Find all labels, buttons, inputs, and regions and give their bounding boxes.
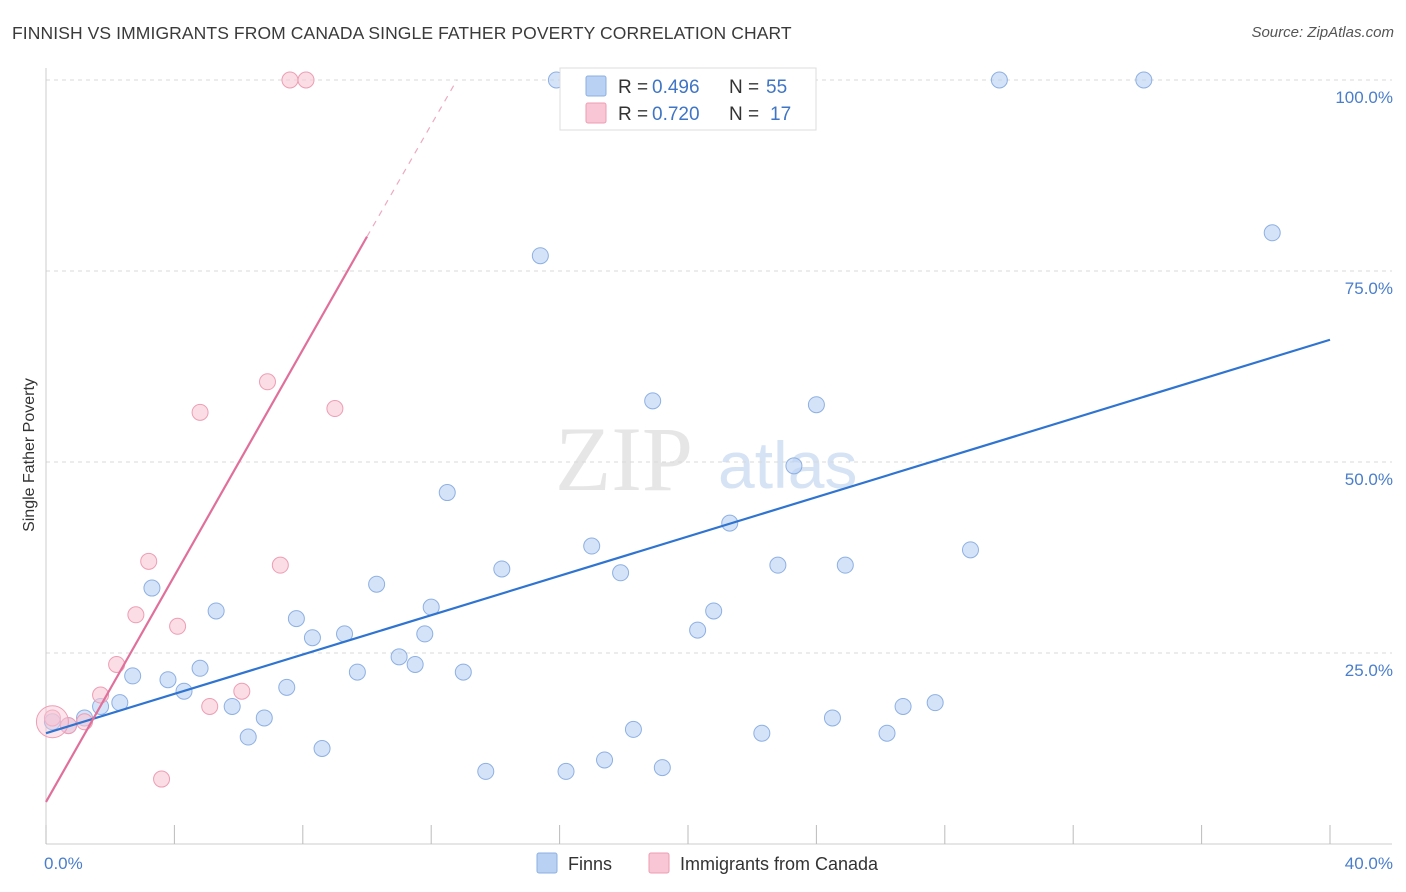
point-finns-45 [807, 396, 825, 414]
point-finns-5 [124, 667, 142, 685]
legend-n-label-finns: N = [729, 77, 759, 98]
point-finns-12 [239, 728, 257, 746]
point-canada-14 [281, 71, 299, 89]
chart-title: FINNISH VS IMMIGRANTS FROM CANADA SINGLE… [12, 23, 792, 43]
point-finns-34 [612, 564, 630, 582]
gridlines [46, 79, 1392, 654]
point-canada-16 [326, 400, 344, 418]
point-finns-51 [961, 541, 979, 559]
x-tick-label-min: 0.0% [44, 854, 83, 873]
point-finns-22 [406, 655, 424, 673]
point-finns-10 [207, 602, 225, 620]
point-finns-36 [644, 392, 662, 410]
legend-n-value-finns: 55 [766, 77, 787, 98]
point-finns-19 [348, 663, 366, 681]
point-finns-43 [769, 556, 787, 574]
point-canada-11 [233, 682, 251, 700]
y-tick-label-25: 25.0% [1345, 661, 1393, 680]
point-canada-15 [297, 71, 315, 89]
point-finns-6 [143, 579, 161, 597]
point-canada-8 [169, 617, 187, 635]
point-finns-33 [596, 751, 614, 769]
legend-r-label-finns: R = [618, 77, 648, 98]
x-tick-label-max: 40.0% [1345, 854, 1393, 873]
point-finns-32 [583, 537, 601, 555]
point-finns-27 [477, 762, 495, 780]
trend-line-canada [45, 236, 368, 803]
legend-swatch-canada [585, 102, 607, 124]
point-finns-48 [878, 724, 896, 742]
point-finns-14 [278, 678, 296, 696]
series-legend: Finns Immigrants from Canada [536, 852, 879, 874]
point-canada-4 [108, 655, 126, 673]
point-finns-25 [438, 484, 456, 502]
point-canada-5 [127, 606, 145, 624]
correlation-legend: R = 0.496 N = 55 R = 0.720 N = 17 [559, 67, 817, 131]
point-finns-13 [255, 709, 273, 727]
point-canada-9 [191, 403, 209, 421]
point-finns-29 [531, 247, 549, 265]
y-axis-label: Single Father Poverty [21, 378, 38, 532]
point-finns-26 [454, 663, 472, 681]
trend-lines [45, 79, 1331, 803]
point-finns-38 [689, 621, 707, 639]
legend-r-label-canada: R = [618, 104, 648, 125]
point-finns-35 [624, 720, 642, 738]
point-finns-54 [1263, 224, 1281, 242]
legend-r-value-canada: 0.720 [652, 104, 700, 125]
point-finns-31 [557, 762, 575, 780]
point-finns-17 [313, 740, 331, 757]
point-finns-11 [223, 697, 241, 715]
legend-r-value-finns: 0.496 [652, 77, 700, 98]
y-tick-label-50: 50.0% [1345, 470, 1393, 489]
bottom-legend-swatch-finns [536, 852, 558, 874]
trend-line-finns [45, 338, 1331, 735]
watermark-zip: ZIP [555, 408, 693, 510]
point-finns-9 [191, 659, 209, 677]
point-finns-49 [894, 697, 912, 715]
point-finns-53 [1135, 71, 1153, 89]
point-finns-23 [416, 625, 434, 643]
bottom-legend-label-canada: Immigrants from Canada [680, 854, 879, 874]
point-canada-7 [153, 770, 171, 788]
point-finns-44 [785, 457, 803, 475]
point-canada-6 [140, 552, 158, 570]
point-finns-21 [390, 648, 408, 666]
point-finns-7 [159, 671, 177, 689]
trend-line-canada-extension [366, 79, 458, 237]
y-tick-label-75: 75.0% [1345, 279, 1393, 298]
point-finns-42 [753, 724, 771, 742]
point-canada-10 [201, 697, 219, 715]
point-finns-16 [303, 629, 321, 647]
point-canada-0 [43, 709, 61, 727]
legend-n-value-canada: 17 [770, 104, 791, 125]
point-finns-15 [287, 610, 305, 628]
bottom-legend-swatch-canada [648, 852, 670, 874]
legend-swatch-finns [585, 75, 607, 97]
point-finns-50 [926, 694, 944, 712]
point-finns-46 [823, 709, 841, 727]
point-finns-52 [990, 71, 1008, 89]
point-canada-12 [258, 373, 276, 391]
point-finns-39 [705, 602, 723, 620]
point-finns-20 [368, 575, 386, 593]
legend-n-label-canada: N = [729, 104, 759, 125]
bottom-legend-label-finns: Finns [568, 854, 612, 874]
y-tick-label-100: 100.0% [1335, 88, 1393, 107]
data-points [35, 71, 1281, 788]
point-finns-28 [493, 560, 511, 578]
point-finns-37 [653, 759, 671, 777]
point-canada-13 [271, 556, 289, 574]
point-cluster-origin [35, 705, 69, 739]
point-finns-47 [836, 556, 854, 574]
source-credit: Source: ZipAtlas.com [1251, 24, 1394, 41]
